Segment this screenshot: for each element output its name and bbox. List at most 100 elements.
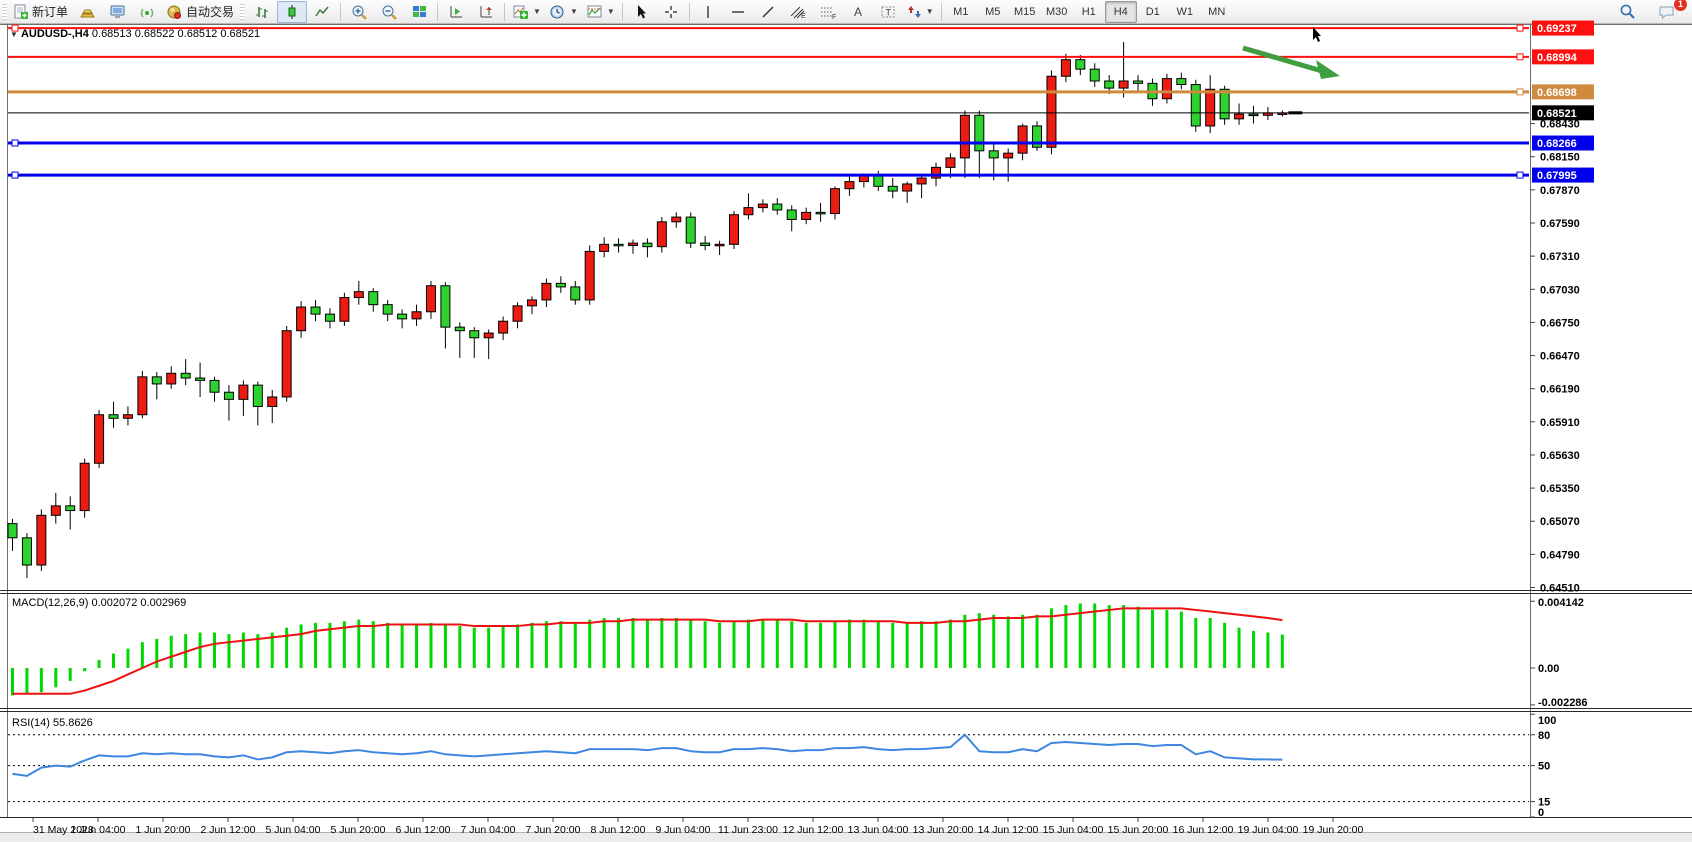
horizontal-line[interactable] — [8, 139, 1529, 147]
time-label: 12 Jun 12:00 — [783, 824, 844, 836]
scale-tick-label: 0.67590 — [1540, 218, 1580, 230]
horizontal-line[interactable] — [8, 24, 1529, 32]
line-chart-button[interactable] — [307, 1, 337, 23]
price-scale[interactable]: 0.68430 0.68150 0.67870 0.67590 0.67310 0.670… — [1530, 20, 1594, 819]
timeframe-button-M30[interactable]: M30 — [1046, 5, 1068, 18]
zoom-in-button[interactable] — [344, 1, 374, 23]
candle — [613, 238, 624, 253]
arrow-annotation[interactable] — [1242, 45, 1340, 79]
fibonacci-button[interactable]: F — [813, 1, 843, 23]
equidistant-channel-button[interactable]: E — [783, 1, 813, 23]
rsi-scale-label: 50 — [1538, 761, 1550, 773]
horizontal-line[interactable] — [8, 171, 1529, 179]
timeframe-button-M15[interactable]: M15 — [1014, 5, 1036, 18]
crosshair-button[interactable] — [656, 1, 686, 23]
macd-bar — [948, 619, 952, 668]
line-drag-handle[interactable] — [1516, 53, 1524, 61]
price-line-label: 0.68266 — [1532, 135, 1594, 151]
candle-body — [974, 114, 985, 152]
chart-shift-button[interactable] — [471, 1, 501, 23]
macd-bar — [429, 622, 433, 668]
chat-button[interactable]: 1 — [1652, 0, 1687, 23]
terminal-button[interactable] — [102, 1, 132, 23]
cursor-button[interactable] — [626, 1, 656, 23]
candle — [166, 366, 177, 389]
line-drag-handle[interactable] — [1516, 24, 1524, 32]
new-order-button[interactable]: 新订单 — [9, 1, 72, 23]
toolbar-grip[interactable] — [240, 3, 246, 20]
toolbar-grip[interactable] — [2, 3, 7, 20]
macd-bar — [819, 622, 823, 668]
candle-body — [627, 242, 638, 246]
auto-scroll-button[interactable] — [441, 1, 471, 23]
timeframe-button-D1[interactable]: D1 — [1145, 5, 1160, 18]
timeframe-button-M1[interactable]: M1 — [953, 5, 969, 18]
price-label-text: 0.68266 — [1537, 138, 1577, 150]
line-drag-handle[interactable] — [1516, 171, 1524, 179]
line-drag-handle[interactable] — [11, 139, 19, 147]
candlestick-chart-button[interactable] — [277, 0, 308, 23]
horizontal-line-annotations — [8, 24, 1529, 179]
candle-body — [36, 514, 47, 566]
line-drag-handle[interactable] — [11, 24, 19, 32]
text-button[interactable]: A — [843, 1, 873, 23]
search-button[interactable] — [1612, 1, 1642, 23]
candle — [267, 389, 278, 424]
vertical-line-button[interactable] — [693, 1, 723, 23]
macd-bar — [992, 614, 996, 668]
horizontal-line[interactable] — [8, 88, 1529, 96]
fibonacci-icon: F — [819, 4, 837, 20]
macd-bar — [602, 617, 606, 668]
candle — [108, 401, 119, 428]
timeframe-button-M5[interactable]: M5 — [985, 5, 1001, 18]
zoom-out-button[interactable] — [374, 1, 404, 23]
candle — [252, 381, 263, 426]
macd-bar — [299, 624, 303, 668]
auto-trading-button[interactable]: 自动交易 — [162, 1, 238, 23]
timeframe-button-H1[interactable]: H1 — [1081, 5, 1096, 18]
periods-button[interactable]: ▼ — [545, 1, 582, 23]
horizontal-line-button[interactable] — [723, 1, 753, 23]
svg-text:F: F — [832, 14, 836, 20]
macd-bar — [126, 648, 130, 668]
candle-body — [397, 313, 408, 320]
tile-windows-button[interactable] — [404, 1, 434, 23]
macd-bar — [241, 632, 245, 668]
macd-bar — [1208, 617, 1212, 668]
auto-trading-icon — [166, 4, 183, 20]
text-label-button[interactable]: T — [873, 1, 903, 23]
candle-body — [166, 372, 177, 385]
svg-text:A: A — [854, 5, 862, 19]
toolbar-separator — [940, 2, 942, 21]
candle — [1089, 63, 1100, 87]
candle-body — [700, 242, 711, 246]
timeframe-button-MN[interactable]: MN — [1208, 5, 1226, 18]
scale-tick-label: 0.67310 — [1540, 251, 1580, 263]
candle-body — [50, 505, 61, 516]
scale-tick-label: 0.65350 — [1540, 483, 1580, 495]
arrows-button[interactable]: ▼ — [903, 1, 938, 23]
trendline-button[interactable] — [753, 1, 783, 23]
toolbar-separator — [504, 2, 506, 21]
candle — [642, 238, 653, 258]
candle-body — [1234, 113, 1245, 120]
candle-body — [1089, 68, 1100, 82]
signals-button[interactable] — [132, 1, 162, 23]
bar-chart-button[interactable] — [247, 1, 277, 23]
line-drag-handle[interactable] — [11, 171, 19, 179]
indicators-button[interactable]: ▼ — [508, 1, 545, 23]
candle-body — [931, 166, 942, 179]
candle — [151, 372, 162, 400]
timeframe-button-H4[interactable]: H4 — [1104, 0, 1137, 23]
rsi-scale-label: 15 — [1538, 797, 1550, 809]
timeframe-button-W1[interactable]: W1 — [1176, 5, 1193, 18]
market-button[interactable] — [72, 1, 102, 23]
line-drag-handle[interactable] — [1516, 88, 1524, 96]
chart-collapse-icon[interactable]: ▼ — [10, 30, 18, 39]
candle — [1161, 73, 1172, 104]
templates-button[interactable]: ▼ — [582, 1, 619, 23]
candle-body — [195, 377, 206, 381]
time-label: 15 Jun 20:00 — [1108, 824, 1169, 836]
